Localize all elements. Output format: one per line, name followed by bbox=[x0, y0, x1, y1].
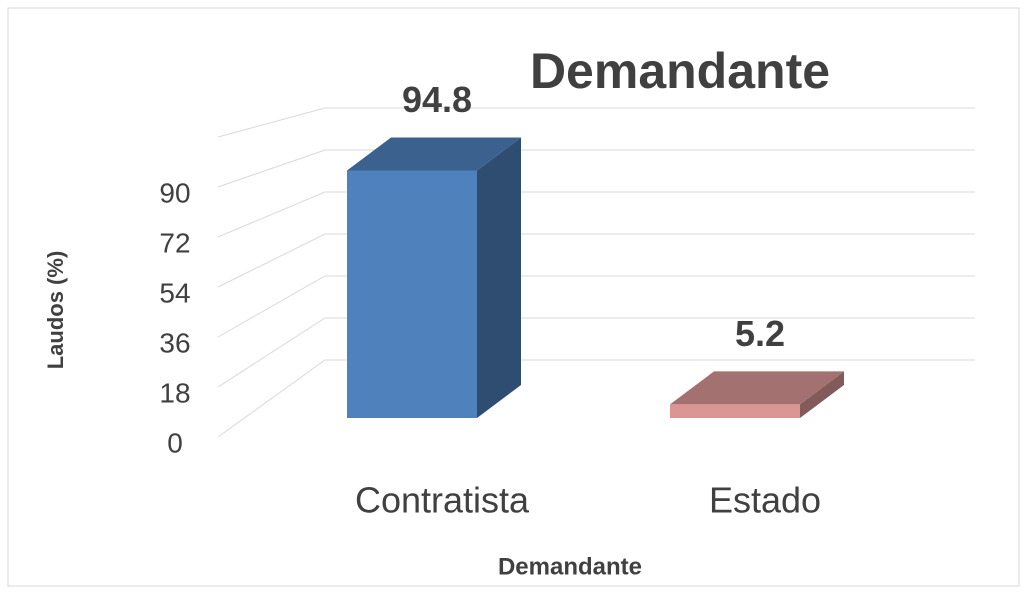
bar-face bbox=[347, 137, 521, 171]
y-tick-label: 72 bbox=[159, 227, 190, 258]
bar-face bbox=[347, 170, 477, 418]
bar bbox=[670, 371, 844, 418]
grid-line bbox=[217, 233, 975, 288]
chart-title: Demandante bbox=[530, 43, 830, 99]
grid-line bbox=[217, 275, 975, 338]
grid-line bbox=[217, 149, 975, 188]
grid-frame bbox=[217, 107, 975, 138]
y-axis-title: Laudos (%) bbox=[43, 251, 68, 370]
grid-line bbox=[217, 359, 975, 438]
y-tick-label: 54 bbox=[159, 277, 190, 308]
value-label: 94.8 bbox=[402, 79, 472, 120]
x-axis-title: Demandante bbox=[498, 553, 642, 580]
bar-face bbox=[800, 371, 844, 418]
bar bbox=[347, 137, 521, 418]
y-tick-label: 0 bbox=[167, 427, 183, 458]
y-tick-label: 90 bbox=[159, 177, 190, 208]
y-tick-label: 18 bbox=[159, 377, 190, 408]
grid-line bbox=[217, 191, 975, 238]
grid-line bbox=[217, 317, 975, 388]
bar-face bbox=[670, 404, 800, 418]
value-label: 5.2 bbox=[735, 313, 785, 354]
x-tick-label: Contratista bbox=[355, 480, 530, 521]
x-tick-label: Estado bbox=[709, 480, 821, 521]
bar-face bbox=[670, 371, 844, 405]
bar-face bbox=[477, 137, 521, 418]
y-tick-label: 36 bbox=[159, 327, 190, 358]
